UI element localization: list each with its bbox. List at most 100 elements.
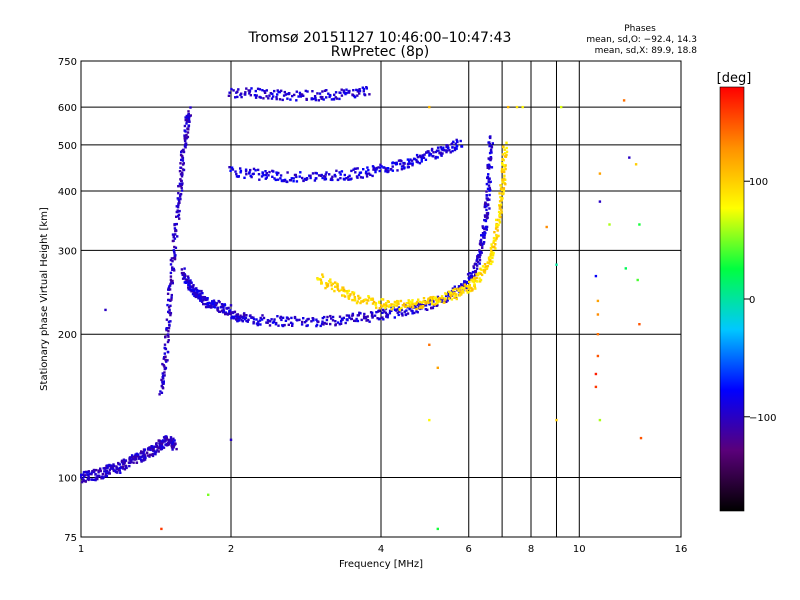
echo-point xyxy=(167,306,171,309)
echo-point xyxy=(378,307,381,310)
echo-point xyxy=(185,120,189,123)
echo-point xyxy=(477,253,480,257)
echo-point xyxy=(125,465,128,468)
echo-point xyxy=(424,158,428,161)
echo-point xyxy=(168,441,172,444)
echo-point xyxy=(169,436,173,439)
echo-point xyxy=(260,175,264,178)
echo-point xyxy=(421,156,424,159)
echo-point xyxy=(239,169,243,173)
echo-point xyxy=(130,460,133,463)
echo-point xyxy=(494,227,498,230)
echo-point xyxy=(192,291,195,294)
echo-point xyxy=(245,87,248,90)
echo-point xyxy=(329,281,332,284)
echo-point xyxy=(463,287,466,290)
echo-point xyxy=(255,94,258,97)
y-tick-label: 600 xyxy=(58,103,77,114)
echo-point xyxy=(119,466,123,469)
echo-point xyxy=(353,296,356,299)
echo-point xyxy=(300,93,304,96)
echo-point xyxy=(196,295,199,298)
echo-point xyxy=(445,149,449,152)
echo-point xyxy=(339,91,342,94)
echo-point xyxy=(500,198,503,202)
echo-point xyxy=(375,168,378,171)
echo-point xyxy=(435,155,438,159)
echo-point xyxy=(459,290,462,293)
echo-point xyxy=(312,319,315,322)
echo-point xyxy=(411,164,414,167)
echo-point xyxy=(184,116,187,119)
echo-point xyxy=(478,259,482,262)
x-axis-label: Frequency [MHz] xyxy=(339,559,423,570)
echo-point xyxy=(403,310,406,313)
echo-point xyxy=(515,105,519,109)
echo-point xyxy=(436,527,439,531)
echo-point xyxy=(328,173,331,176)
echo-point xyxy=(189,106,192,109)
echo-point xyxy=(390,308,393,311)
echo-point xyxy=(460,292,463,295)
echo-point xyxy=(180,271,184,275)
echo-point xyxy=(106,464,109,467)
echo-point xyxy=(82,479,85,483)
echo-point xyxy=(171,239,175,243)
echo-point xyxy=(502,180,505,184)
echo-point xyxy=(434,150,438,154)
echo-point xyxy=(230,315,233,318)
echo-point xyxy=(179,178,182,181)
echo-point xyxy=(420,160,423,163)
echo-point xyxy=(283,90,286,94)
echo-point xyxy=(161,381,164,384)
echo-point xyxy=(177,215,180,218)
echo-point xyxy=(157,446,160,450)
echo-point xyxy=(397,159,401,162)
echo-point xyxy=(140,450,143,453)
echo-point xyxy=(441,152,444,155)
echo-point xyxy=(170,257,174,260)
echo-point xyxy=(501,170,504,173)
echo-point xyxy=(427,297,430,301)
echo-point xyxy=(365,175,369,178)
echo-point xyxy=(290,177,293,180)
echo-point xyxy=(436,156,439,159)
echo-point xyxy=(181,173,184,176)
echo-point xyxy=(182,148,185,151)
echo-point xyxy=(99,467,102,470)
echo-point xyxy=(419,155,422,159)
echo-point xyxy=(474,263,478,266)
echo-point xyxy=(457,289,460,292)
echo-point xyxy=(355,301,359,305)
echo-point xyxy=(498,214,501,217)
echo-point xyxy=(193,289,196,292)
echo-point xyxy=(367,295,370,298)
echo-point xyxy=(356,319,360,323)
echo-point xyxy=(160,391,164,394)
echo-point xyxy=(424,304,428,307)
echo-point xyxy=(371,174,374,178)
y-tick-label: 75 xyxy=(64,533,77,544)
echo-point xyxy=(165,435,168,438)
echo-point xyxy=(473,283,476,286)
echo-point xyxy=(347,178,350,181)
echo-point xyxy=(365,170,368,173)
echo-point xyxy=(430,149,434,152)
echo-point xyxy=(162,446,166,449)
echo-point xyxy=(468,280,471,284)
echo-point xyxy=(236,316,239,320)
echo-point xyxy=(440,148,443,151)
echo-point xyxy=(171,448,174,451)
echo-point xyxy=(267,97,270,100)
echo-point xyxy=(416,302,420,305)
echo-point xyxy=(387,300,390,304)
echo-point xyxy=(204,303,207,306)
x-tick-label: 2 xyxy=(228,544,234,555)
echo-point xyxy=(121,459,124,462)
echo-point xyxy=(489,253,493,256)
echo-point xyxy=(168,288,172,291)
echo-point xyxy=(185,117,188,121)
echo-point xyxy=(449,291,453,294)
echo-point xyxy=(418,303,421,306)
echo-point xyxy=(209,302,213,305)
